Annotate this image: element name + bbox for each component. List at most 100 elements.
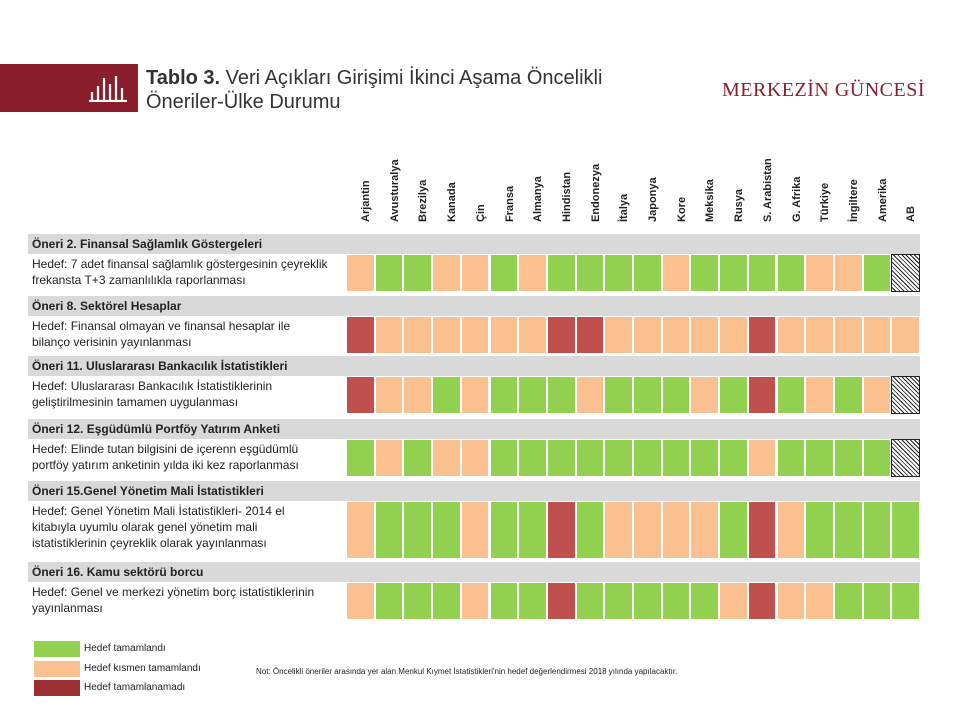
country-label: İtalya [618, 193, 631, 222]
status-cell [432, 376, 461, 414]
target-text: Hedef: Genel ve merkezi yönetim borç ist… [32, 584, 348, 616]
status-cell [776, 582, 806, 620]
status-cell [546, 501, 576, 559]
column-header: Almanya [518, 150, 546, 234]
legend-label: Hedef tamamlanamadı [84, 682, 186, 693]
status-cell [719, 316, 748, 354]
status-cell [833, 439, 863, 477]
status-cell [690, 316, 720, 354]
status-cell [403, 254, 433, 292]
legend-swatch [34, 641, 80, 657]
target-line: Hedef: Uluslararası Bankacılık İstatisti… [32, 379, 273, 393]
target-text: Hedef: Finansal olmayan ve finansal hesa… [32, 318, 348, 350]
legend-label: Hedef kısmen tamamlandı [84, 663, 201, 674]
status-cell [403, 501, 433, 559]
country-label: G. Afrika [790, 176, 803, 222]
status-cell [374, 582, 404, 620]
target-text: Hedef: Uluslararası Bankacılık İstatisti… [32, 378, 348, 410]
status-cell [374, 316, 404, 354]
column-header: Çin [461, 150, 489, 234]
status-cell [747, 501, 777, 559]
status-cell [460, 582, 490, 620]
column-header: İngiltere [834, 150, 862, 234]
country-label: Kanada [446, 182, 459, 222]
country-label: Kore [675, 196, 688, 222]
column-header: AB [891, 150, 919, 234]
status-cell [518, 376, 547, 414]
status-cell [633, 582, 662, 620]
status-cell [633, 316, 662, 354]
status-cell [661, 316, 691, 354]
status-cell [719, 254, 748, 292]
column-header: Hindistan [547, 150, 575, 234]
status-cell [833, 376, 863, 414]
status-cell [403, 582, 433, 620]
country-label: Hindistan [560, 171, 573, 222]
footnote: Not: Öncelikli öneriler arasında yer ala… [256, 667, 678, 676]
column-header: Fransa [490, 150, 518, 234]
status-cell [661, 501, 691, 559]
status-cell [862, 376, 892, 414]
status-cell [518, 316, 547, 354]
country-label: Çin [474, 204, 487, 222]
section-header: Öneri 8. Sektörel Hesaplar [28, 296, 920, 316]
status-cell [776, 316, 806, 354]
status-cell [633, 439, 662, 477]
status-cell [690, 582, 720, 620]
legend-label: Hedef tamamlandı [84, 643, 166, 654]
status-cell [575, 254, 605, 292]
country-label: Almanya [532, 176, 545, 222]
status-cell [862, 582, 892, 620]
status-cell [747, 439, 777, 477]
target-line: yayınlanması [32, 601, 103, 615]
status-cell [862, 316, 892, 354]
section-header: Öneri 2. Finansal Sağlamlık Göstergeleri [28, 234, 920, 254]
target-line: geliştirilmesinin tamamen uygulanması [32, 395, 239, 409]
status-cell [805, 582, 834, 620]
section-header: Öneri 15.Genel Yönetim Mali İstatistikle… [28, 481, 920, 501]
status-cell [346, 316, 375, 354]
status-cell [604, 254, 633, 292]
page-title: Tablo 3. Veri Açıkları Girişimi İkinci A… [146, 66, 602, 114]
target-line: Hedef: 7 adet finansal sağlamlık gösterg… [32, 257, 328, 271]
target-text: Hedef: 7 adet finansal sağlamlık gösterg… [32, 256, 348, 288]
status-cell [575, 316, 605, 354]
status-cell [432, 439, 461, 477]
status-cell [546, 439, 576, 477]
status-cell [432, 316, 461, 354]
column-header: Endonezya [576, 150, 604, 234]
column-header: G. Afrika [777, 150, 805, 234]
target-line: Hedef: Finansal olmayan ve finansal hesa… [32, 319, 291, 333]
status-cell [374, 254, 404, 292]
status-cell [546, 316, 576, 354]
status-cell [776, 501, 806, 559]
country-label: Brezilya [417, 179, 430, 222]
status-cell [690, 501, 720, 559]
status-cell [604, 376, 633, 414]
brand-logo: MERKEZİN GÜNCESİ [722, 79, 925, 101]
status-cell [862, 439, 892, 477]
status-cell [891, 376, 920, 414]
status-cell [633, 376, 662, 414]
status-cell [432, 582, 461, 620]
country-label: Arjantin [360, 180, 372, 222]
country-label: Avusturalya [388, 159, 401, 222]
status-cell [489, 376, 519, 414]
status-cell [489, 439, 519, 477]
status-cell [460, 254, 490, 292]
status-cell [833, 582, 863, 620]
status-cell [518, 501, 547, 559]
status-cell [776, 439, 806, 477]
status-cell [575, 376, 605, 414]
status-cell [891, 439, 920, 477]
status-cell [747, 582, 777, 620]
status-cell [661, 582, 691, 620]
status-cell [747, 376, 777, 414]
status-cell [833, 501, 863, 559]
status-cell [604, 582, 633, 620]
status-cell [346, 439, 375, 477]
status-cell [805, 316, 834, 354]
status-cell [862, 501, 892, 559]
status-cell [346, 254, 375, 292]
status-cell [518, 439, 547, 477]
